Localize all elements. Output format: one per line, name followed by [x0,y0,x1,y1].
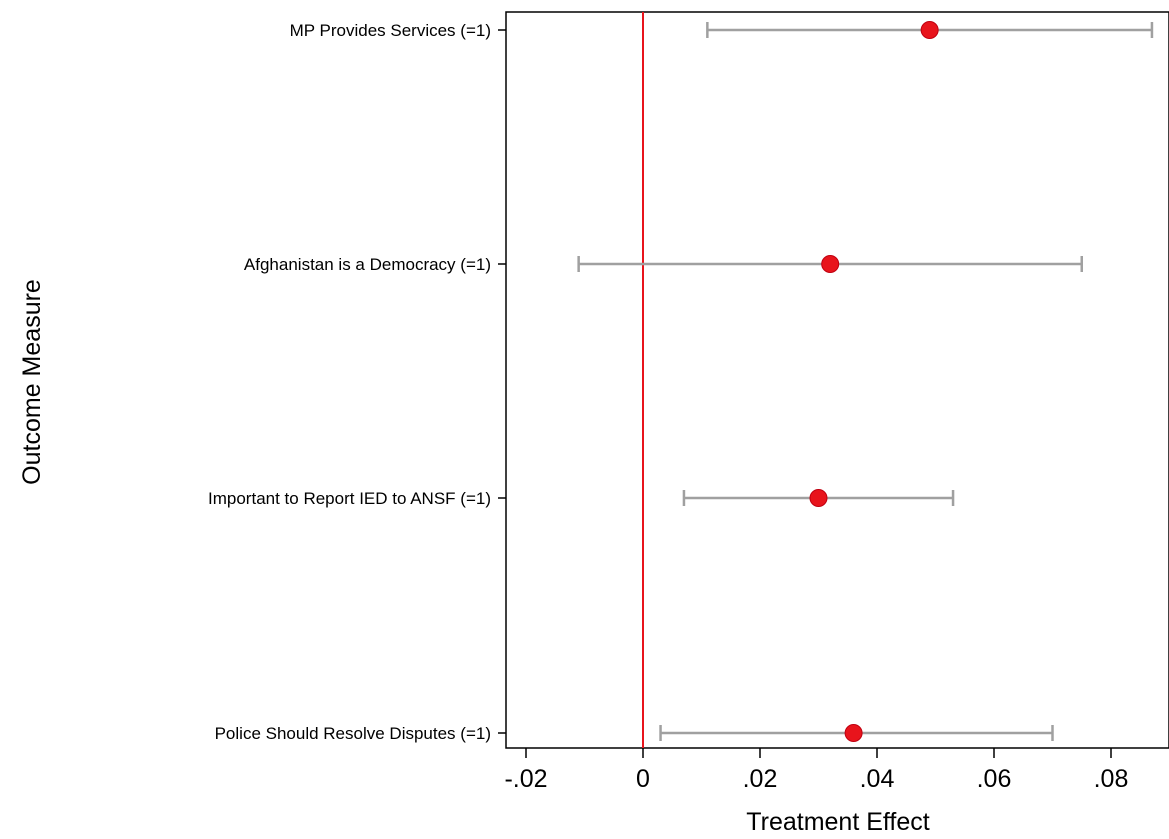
x-tick-label: 0 [636,765,650,793]
chart-marks: -.02 0 .02 .04 .06 .08 MP Provides Services (=… [208,12,1154,793]
x-tick-label: .04 [860,765,895,793]
x-axis-title: Treatment Effect [746,808,929,836]
x-tick-label: -.02 [504,765,547,793]
y-category-label: Important to Report IED to ANSF (=1) [208,489,491,508]
x-tick-label: .08 [1094,765,1129,793]
point-estimate [920,21,939,39]
x-tick-label: .06 [977,765,1012,793]
x-tick-label: .02 [743,765,778,793]
point-estimate [821,255,840,273]
plot-area [505,11,1169,749]
y-category-label: MP Provides Services (=1) [290,21,491,40]
y-category-label: Police Should Resolve Disputes (=1) [215,724,491,743]
point-estimate [809,489,828,507]
point-estimate [844,724,863,742]
y-category-label: Afghanistan is a Democracy (=1) [244,255,491,274]
y-axis-title: Outcome Measure [18,279,46,485]
